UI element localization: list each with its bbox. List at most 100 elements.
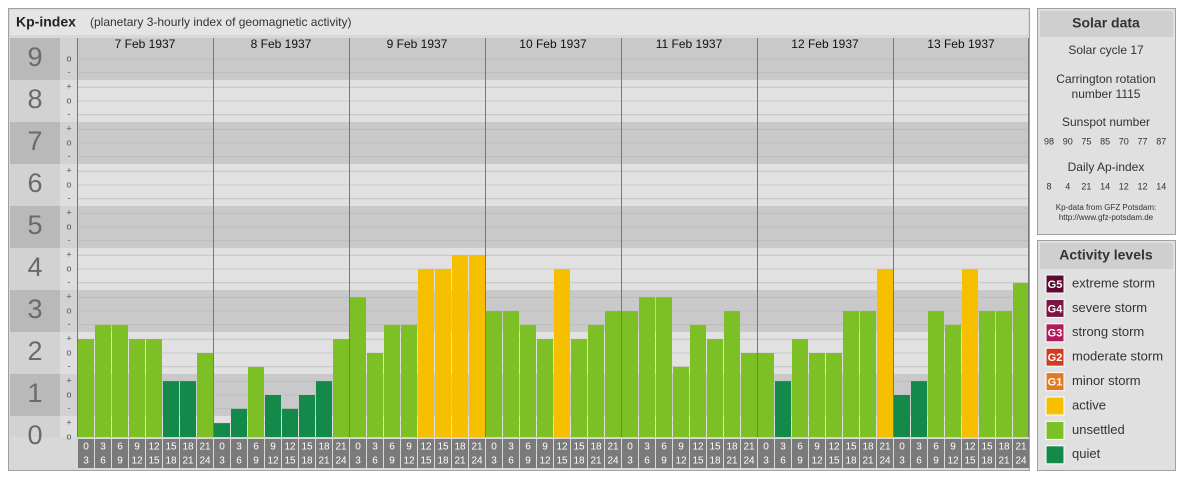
band: [10, 416, 1029, 437]
bar: [622, 311, 638, 437]
hour-start-label: 18: [862, 442, 874, 453]
level-swatch: [1045, 298, 1065, 318]
y-tick-label: 6: [27, 168, 42, 198]
hour-cell: [316, 439, 332, 468]
hour-cell: [95, 439, 111, 468]
level-badge: G5: [1048, 279, 1063, 291]
hour-start-label: 6: [525, 442, 531, 453]
hour-cell: [282, 439, 298, 468]
bar: [571, 339, 587, 437]
hour-cell: [605, 439, 621, 468]
hour-end-label: 18: [165, 456, 177, 467]
hour-start-label: 21: [199, 442, 211, 453]
hour-cell: [724, 439, 740, 468]
digit-band: [10, 416, 60, 437]
hour-end-label: 3: [899, 456, 905, 467]
day-label: 12 Feb 1937: [791, 37, 859, 51]
hour-end-label: 6: [100, 456, 106, 467]
title-bar: [10, 10, 1028, 35]
chart-title: Kp-index: [16, 14, 76, 30]
bar: [928, 311, 944, 437]
bar: [231, 408, 247, 437]
hour-end-label: 12: [131, 456, 143, 467]
bar: [282, 408, 298, 437]
hour-end-label: 15: [692, 456, 704, 467]
hour-cell: [333, 439, 349, 468]
hour-end-label: 3: [355, 456, 361, 467]
hour-cell: [418, 439, 434, 468]
levels-header: [1040, 243, 1173, 269]
bar: [520, 324, 536, 437]
hour-start-label: 18: [726, 442, 738, 453]
y-minor-label: -: [68, 319, 71, 329]
hour-start-label: 0: [899, 442, 905, 453]
bar: [163, 381, 179, 437]
hour-start-label: 9: [542, 442, 548, 453]
sunspot-number: 90: [1063, 136, 1073, 146]
hour-start-label: 0: [491, 442, 497, 453]
level-label: active: [1072, 397, 1106, 412]
hour-end-label: 3: [763, 456, 769, 467]
bar: [503, 311, 519, 437]
hour-start-label: 3: [236, 442, 242, 453]
level-swatch: [1045, 420, 1065, 440]
y-tick-label: 9: [27, 42, 42, 72]
hour-cell: [690, 439, 706, 468]
hour-end-label: 15: [420, 456, 432, 467]
hour-cell: [656, 439, 672, 468]
y-minor-label: o: [66, 221, 71, 231]
level-swatch: [1045, 323, 1065, 343]
hour-start-label: 9: [270, 442, 276, 453]
bar: [707, 339, 723, 437]
hour-start-label: 18: [590, 442, 602, 453]
hour-start-label: 9: [134, 442, 140, 453]
bar: [95, 324, 111, 437]
hour-end-label: 21: [318, 456, 330, 467]
hour-start-label: 0: [763, 442, 769, 453]
bar: [673, 366, 689, 437]
hour-end-label: 6: [236, 456, 242, 467]
y-minor-label: o: [66, 389, 71, 399]
hour-start-label: 12: [964, 442, 976, 453]
hour-cell: [928, 439, 944, 468]
hour-start-label: 9: [406, 442, 412, 453]
hour-cell: [962, 439, 978, 468]
hour-start-label: 6: [933, 442, 939, 453]
hour-cell: [792, 439, 808, 468]
bar: [418, 269, 434, 437]
hour-cell: [877, 439, 893, 468]
hour-end-label: 9: [117, 456, 123, 467]
level-label: severe storm: [1072, 300, 1147, 315]
hour-end-label: 3: [83, 456, 89, 467]
hour-start-label: 3: [372, 442, 378, 453]
hour-start-label: 12: [692, 442, 704, 453]
hour-end-label: 15: [148, 456, 160, 467]
hour-cell: [826, 439, 842, 468]
level-swatch: [1045, 372, 1065, 392]
hour-end-label: 9: [389, 456, 395, 467]
ap-value: 12: [1137, 181, 1147, 191]
hour-cell: [435, 439, 451, 468]
day-label: 8 Feb 1937: [251, 37, 312, 51]
bar: [996, 311, 1012, 437]
bar: [911, 381, 927, 437]
hour-start-label: 6: [797, 442, 803, 453]
bar: [129, 339, 145, 437]
bar: [316, 381, 332, 437]
hour-start-label: 6: [389, 442, 395, 453]
bar: [979, 311, 995, 437]
hour-end-label: 12: [675, 456, 687, 467]
hour-end-label: 12: [811, 456, 823, 467]
y-minor-label: o: [66, 179, 71, 189]
hour-start-label: 0: [355, 442, 361, 453]
ap-value: 14: [1100, 181, 1110, 191]
bar: [656, 297, 672, 437]
hour-cell: [163, 439, 179, 468]
bar: [962, 269, 978, 437]
y-minor-label: o: [66, 263, 71, 273]
hour-end-label: 15: [284, 456, 296, 467]
bar: [367, 353, 383, 437]
level-badge: G4: [1048, 303, 1064, 315]
hour-start-label: 12: [284, 442, 296, 453]
